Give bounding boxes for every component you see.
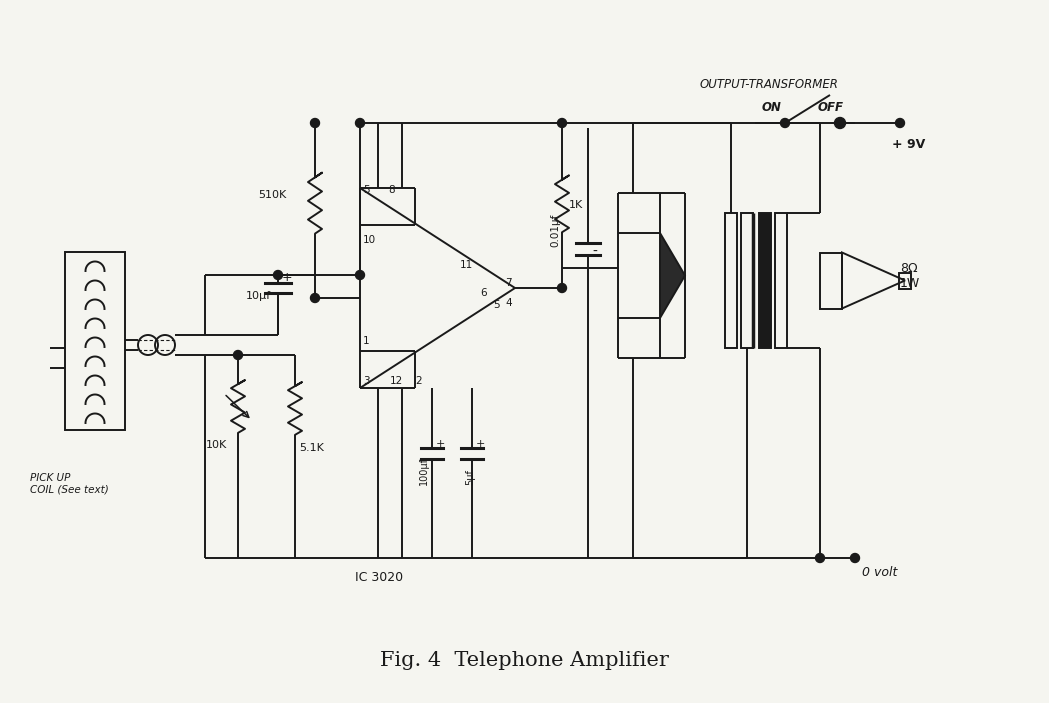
Polygon shape [660, 233, 685, 318]
Text: 3: 3 [363, 376, 369, 386]
Text: ON: ON [762, 101, 782, 114]
Bar [820, 252, 842, 309]
Text: 12: 12 [390, 376, 403, 386]
Text: 100μf: 100μf [419, 457, 429, 485]
Text: PICK UP
COIL (See text): PICK UP COIL (See text) [30, 473, 109, 495]
Circle shape [557, 283, 566, 292]
Text: 8Ω
1W: 8Ω 1W [900, 262, 920, 290]
Text: 11: 11 [461, 260, 473, 270]
Circle shape [311, 119, 320, 127]
Text: -: - [592, 245, 597, 259]
Bar [741, 213, 753, 348]
Text: 10μf: 10μf [247, 291, 271, 301]
Text: 1K: 1K [569, 200, 583, 210]
Circle shape [274, 271, 282, 280]
Bar [65, 252, 125, 430]
Text: 10: 10 [363, 235, 377, 245]
Circle shape [356, 119, 364, 127]
Text: 0 volt: 0 volt [862, 566, 897, 579]
Circle shape [780, 119, 790, 127]
Text: 0.01μf: 0.01μf [550, 214, 560, 247]
Text: 5: 5 [493, 300, 499, 310]
Bar [725, 213, 737, 348]
Text: 5μf: 5μf [465, 469, 475, 485]
Text: 8: 8 [388, 185, 394, 195]
Bar [899, 273, 911, 288]
Text: 10K: 10K [206, 440, 228, 450]
Text: Fig. 4  Telephone Amplifier: Fig. 4 Telephone Amplifier [380, 652, 669, 671]
Text: IC 3020: IC 3020 [355, 571, 403, 584]
Circle shape [356, 271, 364, 280]
Text: +: + [476, 439, 486, 449]
Text: + 9V: + 9V [892, 138, 925, 151]
Text: 4: 4 [505, 298, 512, 308]
Circle shape [557, 119, 566, 127]
Text: 2: 2 [415, 376, 422, 386]
Text: +: + [282, 271, 293, 284]
Circle shape [311, 293, 320, 302]
Bar [759, 213, 771, 348]
Circle shape [851, 553, 859, 562]
Circle shape [815, 553, 825, 562]
Circle shape [234, 351, 242, 359]
Text: OUTPUT-TRANSFORMER: OUTPUT-TRANSFORMER [700, 78, 839, 91]
Bar [775, 213, 787, 348]
Text: 5.1K: 5.1K [299, 443, 324, 453]
Text: 510K: 510K [258, 190, 286, 200]
Text: +: + [436, 439, 446, 449]
Circle shape [896, 119, 904, 127]
Text: 7: 7 [505, 278, 512, 288]
Text: OFF: OFF [818, 101, 844, 114]
Text: 6: 6 [480, 288, 487, 298]
Circle shape [835, 117, 845, 129]
Text: 5: 5 [363, 185, 369, 195]
Text: 1: 1 [363, 336, 369, 346]
